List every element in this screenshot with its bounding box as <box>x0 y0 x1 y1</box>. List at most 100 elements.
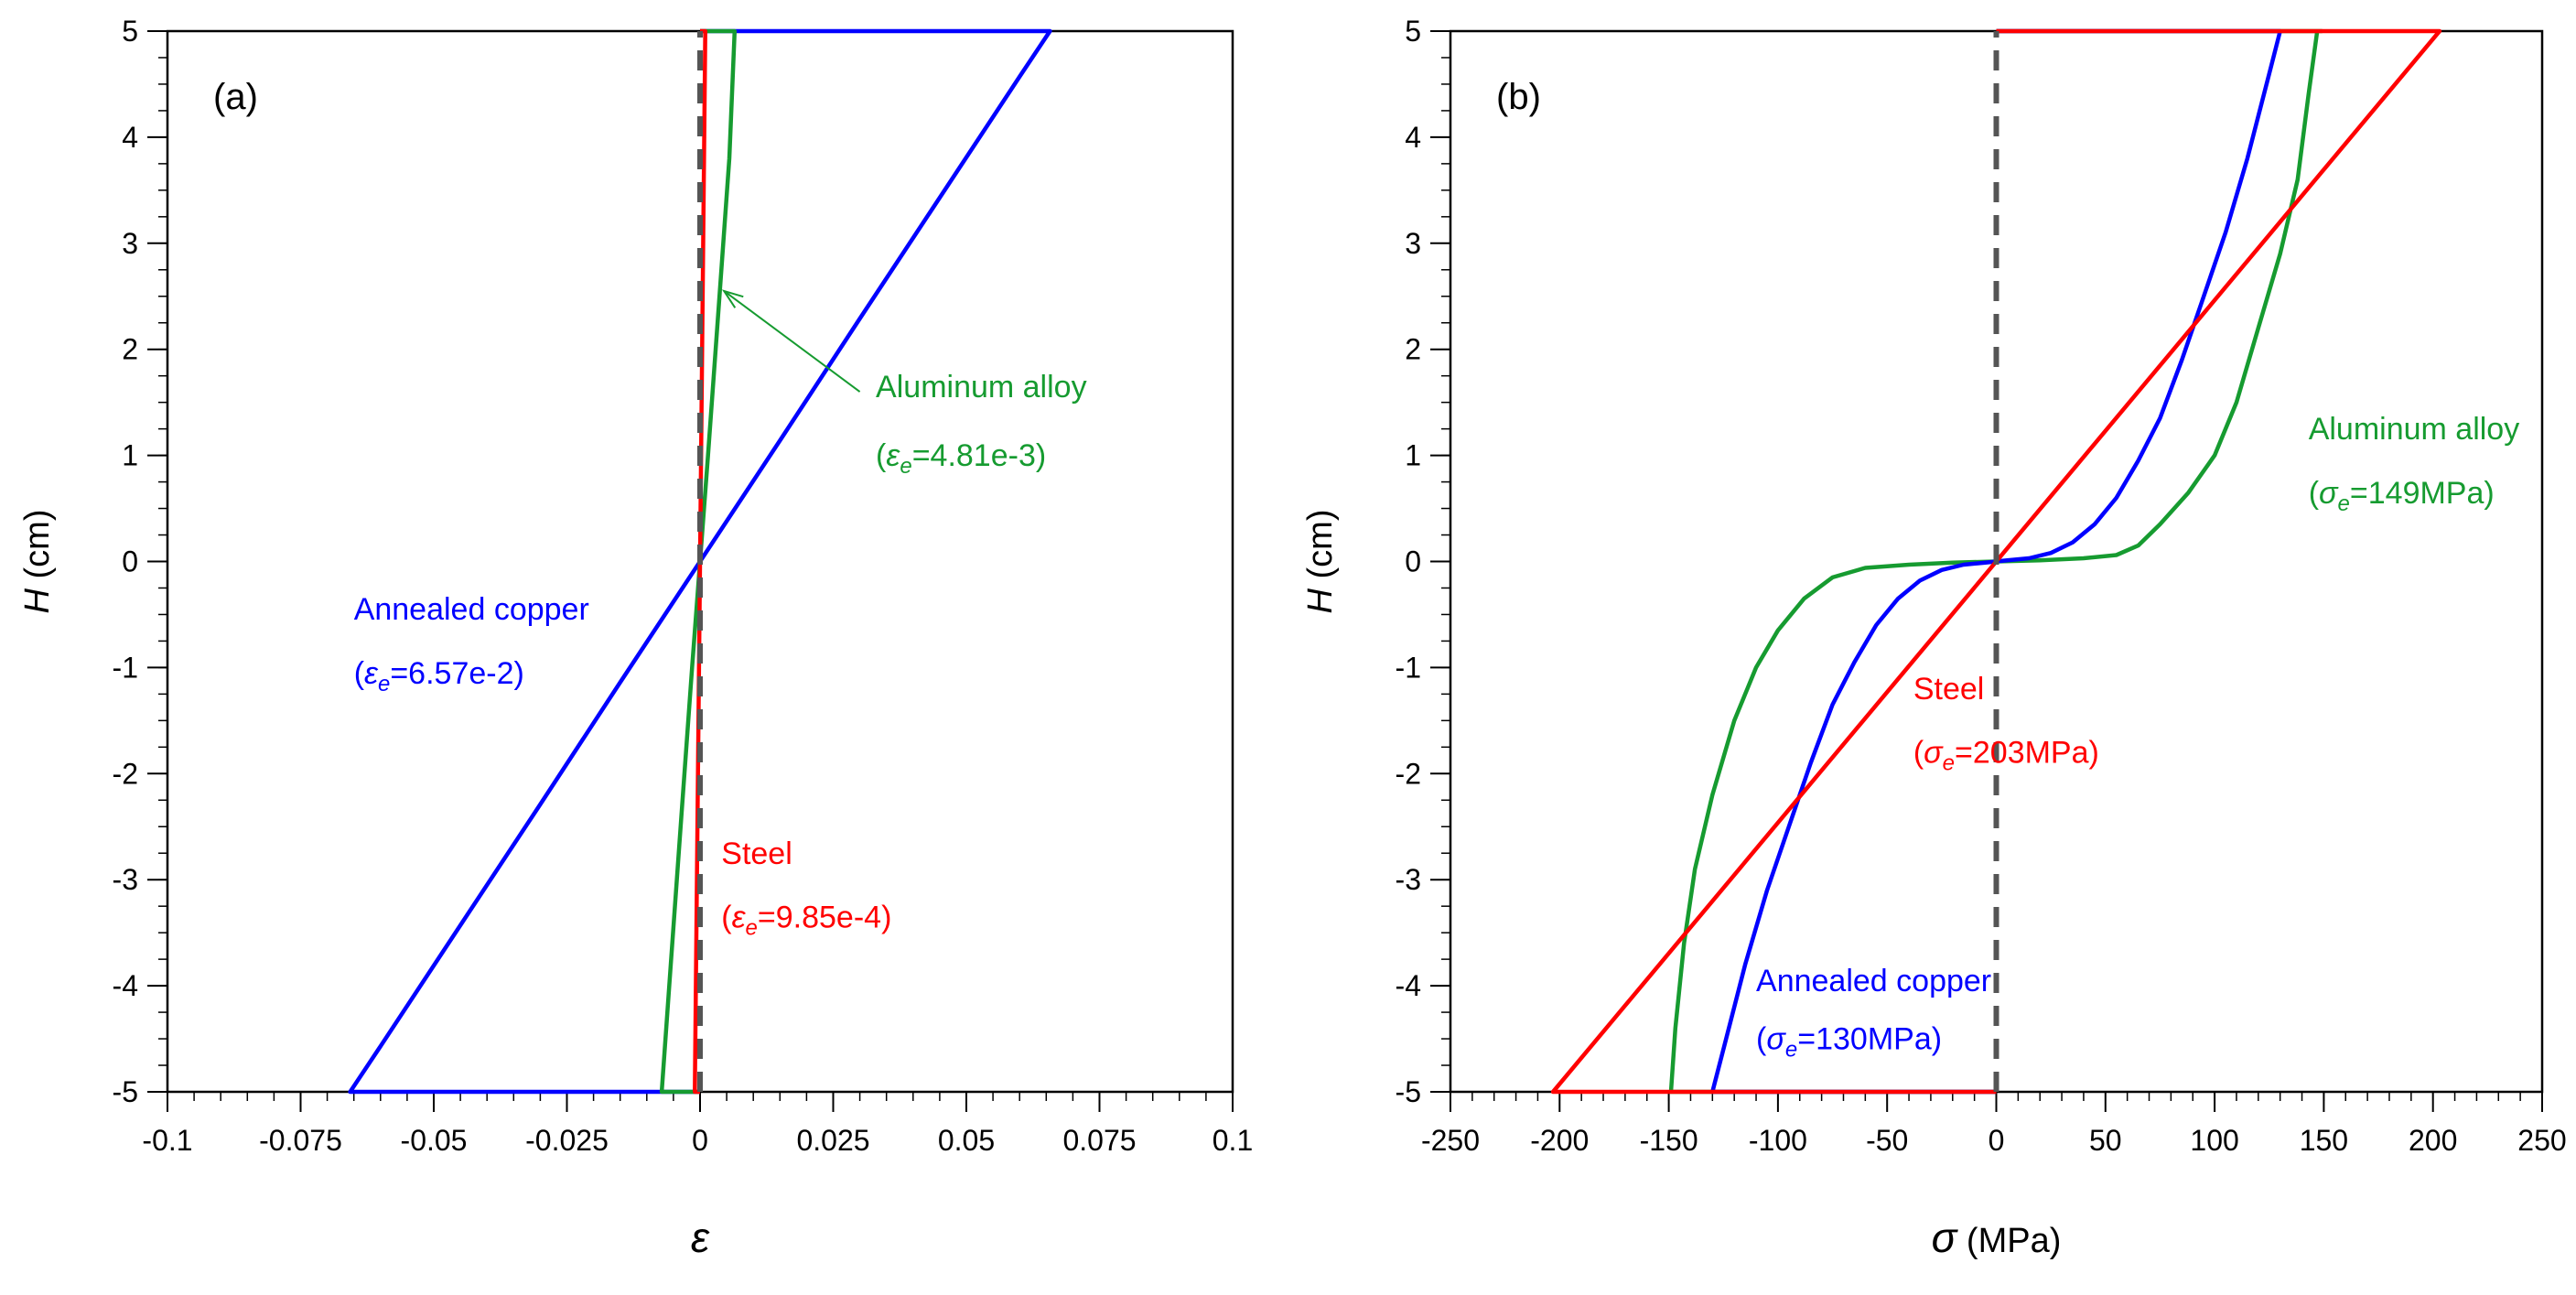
annotation-copper-open: ( <box>354 656 365 691</box>
annotation-copper-open: ( <box>1756 1022 1767 1057</box>
annotation-aluminum-open: ( <box>2309 476 2320 511</box>
y-axis-unit: (cm) <box>18 510 57 589</box>
y-tick-label: -4 <box>1396 969 1421 1002</box>
annotation-steel-open: ( <box>721 900 732 934</box>
y-tick-label: -5 <box>113 1075 138 1108</box>
y-axis-unit: (cm) <box>1301 510 1340 589</box>
panel-label: (b) <box>1496 77 1541 117</box>
annotation-steel-value: =9.85e-4 <box>758 900 881 934</box>
y-tick-label: -1 <box>113 651 138 684</box>
y-tick-label: 2 <box>122 333 138 366</box>
annotation-copper-value: =130MPa <box>1797 1022 1932 1057</box>
annotation-steel-value: =203MPa <box>1955 736 2089 771</box>
x-tick-label: 100 <box>2190 1124 2238 1157</box>
x-tick-label: 50 <box>2089 1124 2122 1157</box>
y-tick-label: 2 <box>1405 333 1421 366</box>
panel-b: -250 -200 -150 -100 -50 0 50 100 150 200 250-5-4-3… <box>1301 15 2567 1261</box>
x-tick-label: 0.075 <box>1062 1124 1136 1157</box>
x-tick-label: -100 <box>1749 1124 1807 1157</box>
annotation-aluminum-sym: ε <box>886 438 900 473</box>
y-tick-label: 3 <box>122 227 138 260</box>
y-tick-label: 5 <box>1405 15 1421 48</box>
annotation-steel-close: ) <box>881 900 891 934</box>
y-axis-symbol: H <box>1301 588 1340 613</box>
y-tick-label: -5 <box>1396 1075 1421 1108</box>
x-tick-label: 0.025 <box>796 1124 869 1157</box>
x-axis-symbol: ε <box>691 1214 710 1261</box>
annotation-steel-sym: ε <box>732 900 747 934</box>
annotation-copper-close: ) <box>514 656 524 691</box>
y-tick-label: 1 <box>1405 439 1421 472</box>
y-tick-label: -3 <box>1396 863 1421 896</box>
x-tick-label: -0.025 <box>525 1124 609 1157</box>
annotation-aluminum-label: Aluminum alloy <box>2309 412 2520 447</box>
y-axis-symbol: H <box>18 588 57 613</box>
x-tick-label: -250 <box>1421 1124 1480 1157</box>
x-tick-label: -0.05 <box>401 1124 468 1157</box>
annotation-aluminum-close: ) <box>2484 476 2494 511</box>
y-tick-label: 5 <box>122 15 138 48</box>
annotation-copper-value: (εe=6.57e-2) <box>354 656 524 696</box>
x-axis-unit: (MPa) <box>1956 1222 2061 1260</box>
y-tick-label: 4 <box>122 121 138 154</box>
y-tick-label: -2 <box>1396 757 1421 790</box>
y-tick-label: -1 <box>1396 651 1421 684</box>
annotation-aluminum-open: ( <box>876 438 887 473</box>
annotation-copper-sym: σ <box>1766 1022 1786 1057</box>
annotation-copper-sub: e <box>1785 1038 1797 1063</box>
annotation-copper-label: Annealed copper <box>1756 964 1991 998</box>
y-tick-label: -3 <box>113 863 138 896</box>
annotation-steel-value: (σe=203MPa) <box>1913 736 2099 776</box>
annotation-aluminum-value: (σe=149MPa) <box>2309 476 2495 516</box>
x-tick-label: -0.1 <box>142 1124 192 1157</box>
x-axis-symbol: σ <box>1932 1214 1959 1261</box>
annotation-steel-label: Steel <box>1913 672 1985 707</box>
y-axis-title: H (cm) <box>18 510 57 614</box>
annotation-arrow-line <box>723 290 861 393</box>
annotation-steel-label: Steel <box>721 836 792 871</box>
annotation-copper-value: =6.57e-2 <box>390 656 513 691</box>
annotation-aluminum-value: (εe=4.81e-3) <box>876 438 1046 479</box>
x-tick-label: -50 <box>1866 1124 1908 1157</box>
y-tick-label: 3 <box>1405 227 1421 260</box>
annotation-steel-sub: e <box>746 915 758 940</box>
annotation-aluminum-sym: σ <box>2319 476 2339 511</box>
x-tick-label: -200 <box>1530 1124 1589 1157</box>
x-tick-label: 0.1 <box>1213 1124 1253 1157</box>
y-tick-label: -4 <box>113 969 138 1002</box>
panel-a: -0.1 -0.075 -0.05 -0.025 0 0.025 0.05 0.075 0.1 -… <box>18 15 1253 1261</box>
y-tick-label: 4 <box>1405 121 1421 154</box>
annotation-aluminum-label: Aluminum alloy <box>876 370 1087 405</box>
annotation-steel-sub: e <box>1943 751 1955 776</box>
annotation-steel-open: ( <box>1913 736 1924 771</box>
x-tick-label: -0.075 <box>259 1124 342 1157</box>
y-tick-label: 0 <box>1405 545 1421 578</box>
x-tick-label: 0 <box>692 1124 708 1157</box>
y-tick-label: 1 <box>122 439 138 472</box>
x-axis-title: σ (MPa) <box>1932 1214 2062 1261</box>
annotation-copper-value: (σe=130MPa) <box>1756 1022 1942 1063</box>
x-tick-label: -150 <box>1640 1124 1698 1157</box>
y-axis-title: H (cm) <box>1301 510 1340 614</box>
annotation-arrow-head <box>721 289 744 308</box>
x-tick-label: 250 <box>2517 1124 2566 1157</box>
annotation-steel-sym: σ <box>1924 736 1944 771</box>
annotation-aluminum-sub: e <box>900 454 911 479</box>
annotation-aluminum-sub: e <box>2338 491 2350 516</box>
annotation-aluminum-value: =4.81e-3 <box>912 438 1036 473</box>
annotation-aluminum-close: ) <box>1036 438 1046 473</box>
x-tick-label: 0.05 <box>938 1124 995 1157</box>
x-tick-label: 150 <box>2300 1124 2348 1157</box>
x-axis-title: ε <box>691 1214 710 1261</box>
annotation-steel-close: ) <box>2089 736 2099 771</box>
annotation-copper-label: Annealed copper <box>354 592 589 627</box>
y-tick-label: -2 <box>113 757 138 790</box>
annotation-copper-close: ) <box>1932 1022 1942 1057</box>
annotation-aluminum-value: =149MPa <box>2350 476 2484 511</box>
x-tick-label: 0 <box>1989 1124 2005 1157</box>
y-tick-label: 0 <box>122 545 138 578</box>
annotation-steel-value: (εe=9.85e-4) <box>721 900 891 940</box>
annotation-copper-sub: e <box>378 672 390 696</box>
x-tick-label: 200 <box>2409 1124 2457 1157</box>
